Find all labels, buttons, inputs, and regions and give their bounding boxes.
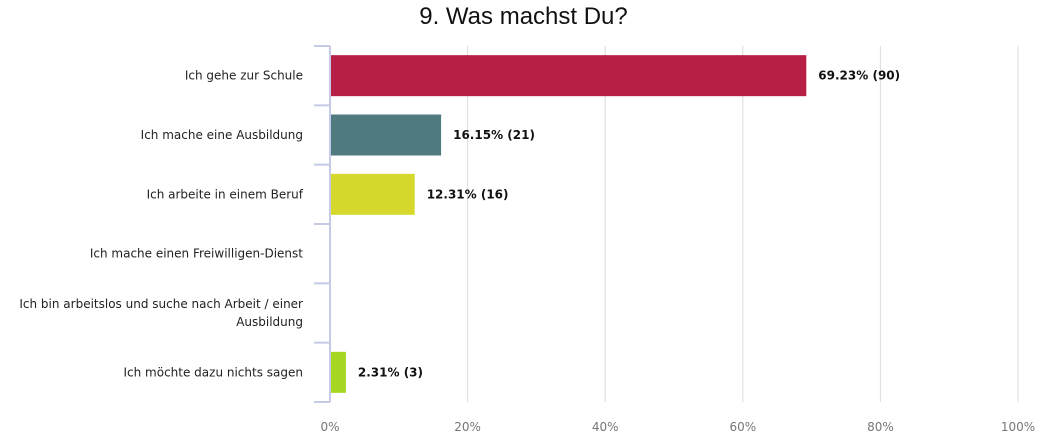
bar [331, 173, 415, 215]
x-tick-labels: 0% 20% 40% 60% 80% 100% [320, 420, 1035, 434]
category-label: Ausbildung [236, 315, 303, 329]
value-label: 2.31% (3) [358, 365, 423, 379]
value-label: 12.31% (16) [427, 187, 509, 201]
x-tick-label: 0% [320, 420, 339, 434]
x-tick-label: 100% [1001, 420, 1035, 434]
x-tick-label: 80% [867, 420, 894, 434]
category-label: Ich mache einen Freiwilligen-Dienst [90, 247, 303, 261]
category-labels: Ich gehe zur Schule Ich mache eine Ausbil… [19, 69, 303, 380]
x-tick-label: 40% [592, 420, 619, 434]
category-label: Ich möchte dazu nichts sagen [123, 365, 303, 379]
category-label: Ich arbeite in einem Beruf [147, 187, 304, 201]
x-tick-label: 20% [454, 420, 481, 434]
y-axis [314, 45, 331, 403]
x-tick-label: 60% [729, 420, 756, 434]
value-labels: 69.23% (90) 16.15% (21) 12.31% (16) 2.31% (… [358, 69, 900, 380]
value-label: 16.15% (21) [453, 128, 535, 142]
bar [331, 114, 442, 156]
category-label: Ich mache eine Ausbildung [141, 128, 303, 142]
bar [331, 55, 807, 97]
category-label: Ich bin arbeitslos und suche nach Arbeit… [19, 297, 303, 311]
value-label: 69.23% (90) [818, 69, 900, 83]
bar [331, 351, 346, 393]
category-label: Ich gehe zur Schule [185, 69, 303, 83]
gridlines [467, 46, 1019, 402]
chart-title: 9. Was machst Du? [419, 3, 628, 30]
bars [331, 55, 807, 393]
